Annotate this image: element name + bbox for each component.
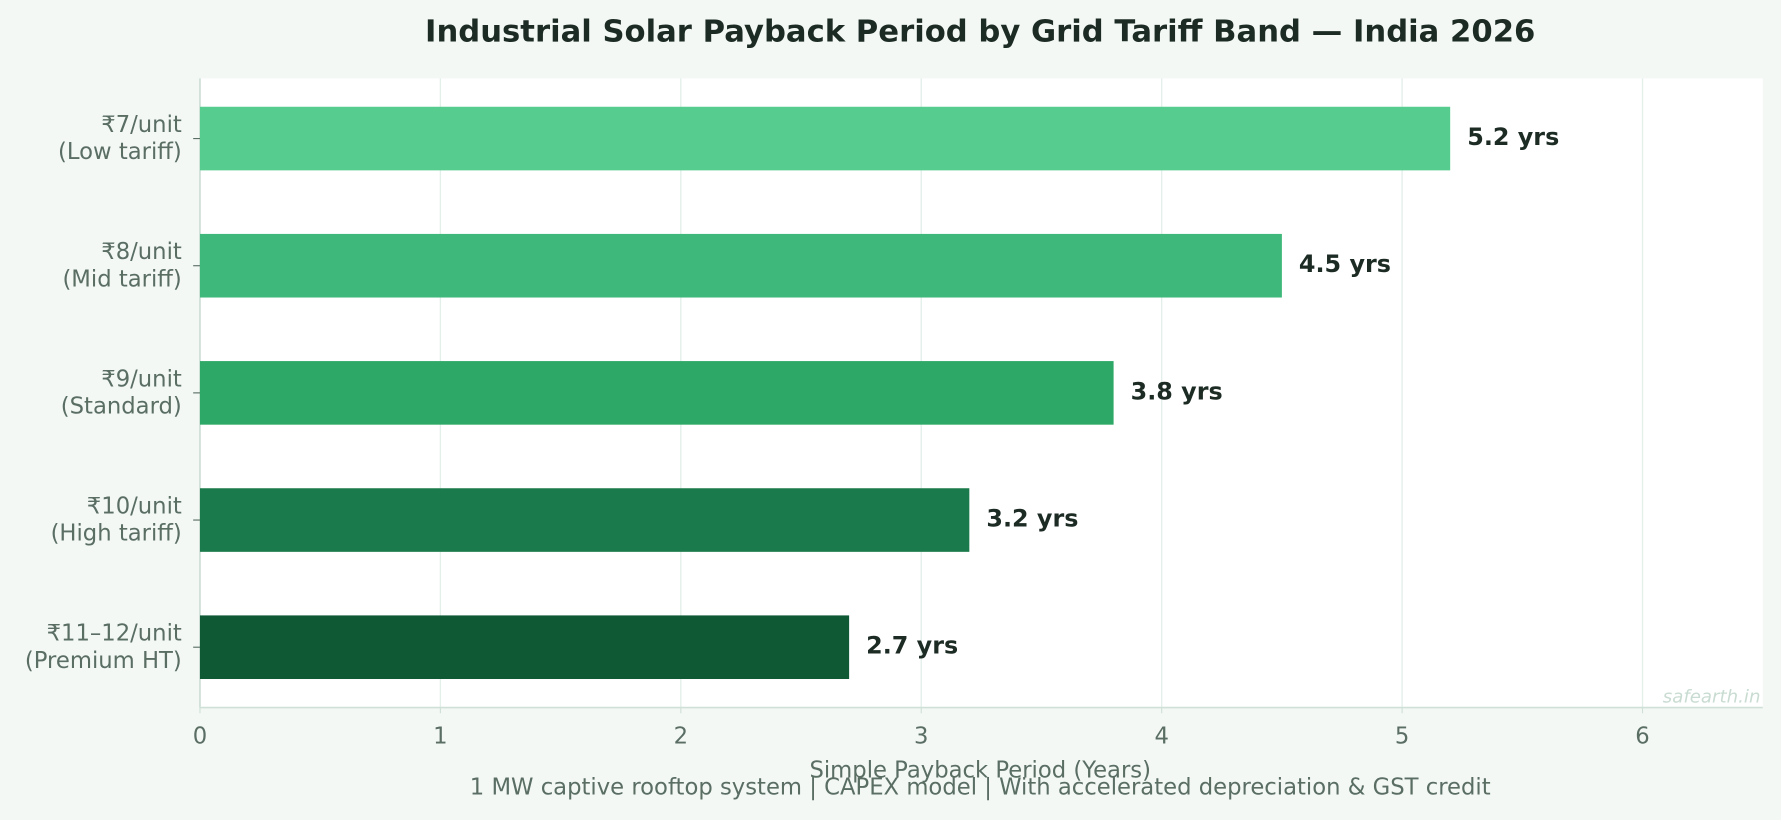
x-tick-label: 3 [914,724,928,750]
value-label: 2.7 yrs [866,632,958,660]
y-tick-label-line: (High tariff) [51,520,182,546]
watermark: safearth.in [1663,686,1761,707]
bar [199,106,1451,171]
chart-title: Industrial Solar Payback Period by Grid … [425,14,1535,49]
value-label: 5.2 yrs [1467,123,1559,151]
y-tick-label-line: ₹8/unit [101,239,182,265]
footnote: 1 MW captive rooftop system | CAPEX mode… [470,775,1491,801]
y-tick-label-line: (Premium HT) [25,647,182,673]
y-tick-label-line: ₹10/unit [87,493,182,519]
y-tick-label: ₹10/unit (High tariff) [51,493,182,546]
y-tick-label-line: ₹7/unit [101,111,182,137]
x-tick-label: 0 [193,724,207,750]
y-tick-label: ₹11–12/unit (Premium HT) [25,620,182,673]
x-tick-label: 2 [674,724,688,750]
bar [199,488,970,552]
y-tick-label-line: (Standard) [61,393,182,419]
y-tick-label-line: (Low tariff) [58,139,182,165]
y-tick-label-line: (Mid tariff) [62,266,181,292]
x-tick-label: 5 [1395,724,1409,750]
value-label: 3.2 yrs [986,505,1078,533]
bar [199,615,850,680]
y-tick-label: ₹8/unit (Mid tariff) [62,239,181,292]
x-axis-label: Simple Payback Period (Years) [809,758,1151,784]
x-tick-label: 4 [1154,724,1168,750]
y-tick-label: ₹9/unit (Standard) [61,366,182,419]
y-tick-label-line: ₹9/unit [101,366,182,392]
x-tick-label: 6 [1635,724,1649,750]
value-label: 4.5 yrs [1299,250,1391,278]
y-tick-label: ₹7/unit (Low tariff) [58,111,182,164]
value-label: 3.8 yrs [1131,377,1223,405]
bar [199,361,1114,425]
bar [199,233,1282,298]
y-tick-label-line: ₹11–12/unit [47,620,182,646]
x-tick-label: 1 [433,724,447,750]
